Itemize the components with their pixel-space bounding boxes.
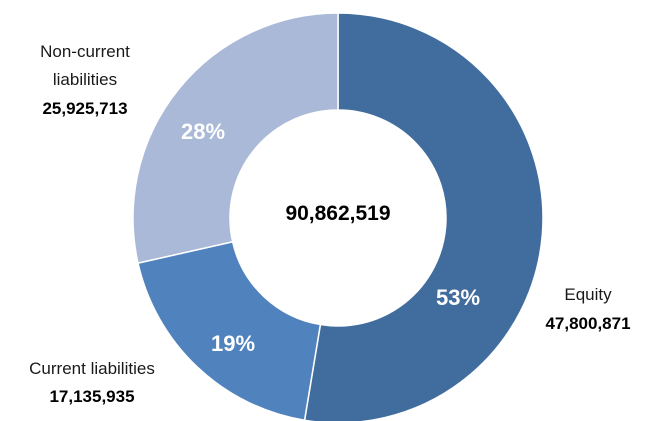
slice-label-non-current-liabilities-line2: liabilities [53, 70, 117, 89]
slice-value-equity: 47,800,871 [545, 314, 630, 333]
slice-percent-current-liabilities: 19% [211, 331, 255, 356]
slice-label-current-liabilities: Current liabilities [29, 359, 155, 378]
donut-slice-non-current-liabilities [132, 12, 339, 265]
donut-slice-current-liabilities [137, 240, 322, 421]
slice-value-non-current-liabilities: 25,925,713 [42, 99, 127, 118]
slice-percent-equity: 53% [436, 285, 480, 310]
donut-slice-equity [303, 12, 544, 421]
slice-percent-non-current-liabilities: 28% [181, 119, 225, 144]
donut-center-total: 90,862,519 [285, 202, 390, 225]
slice-label-non-current-liabilities-line1: Non-current [40, 42, 130, 61]
slice-value-current-liabilities: 17,135,935 [49, 387, 134, 406]
donut-slices [132, 12, 544, 421]
slice-label-equity: Equity [564, 285, 612, 304]
